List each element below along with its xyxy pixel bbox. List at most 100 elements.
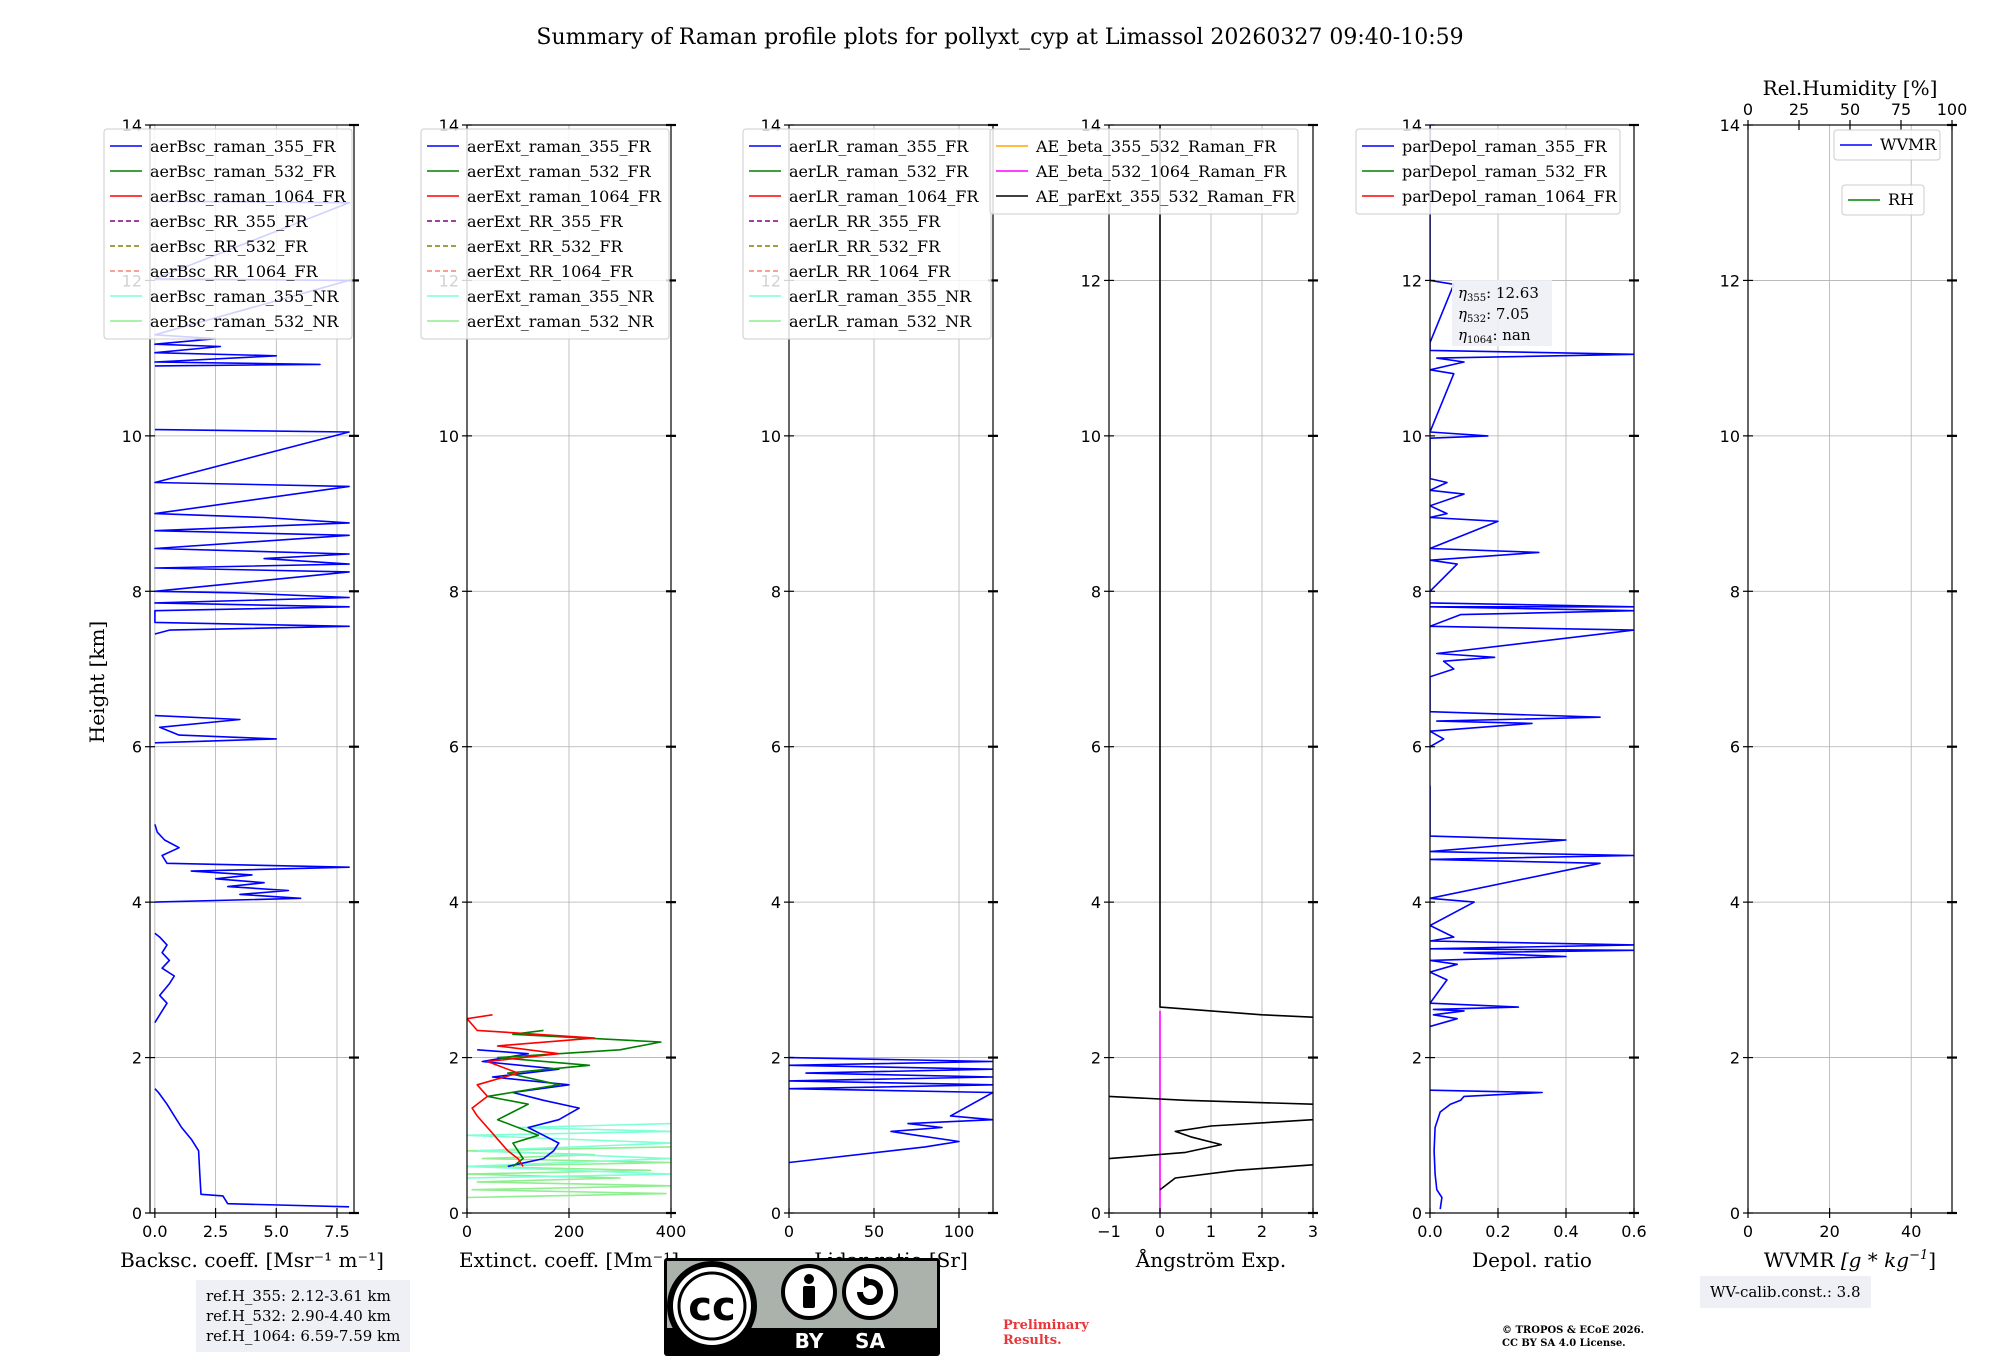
x-tick-label: 0.2 — [1485, 1222, 1510, 1241]
x-axis-label: Ångström Exp. — [1135, 1247, 1286, 1272]
x-tick-label: 0.0 — [142, 1222, 167, 1241]
series-line-aerExt_raman_1064_FR — [467, 1014, 596, 1167]
y-tick-label: 4 — [1730, 893, 1740, 912]
x-tick-label: 0 — [1743, 1222, 1753, 1241]
series-line-AE_parExt_355_532_Raman_FR — [1159, 125, 1313, 1018]
copyright-line-2: CC BY SA 4.0 License. — [1502, 1338, 1626, 1349]
x-axis-label: Extinct. coeff. [Mm⁻¹] — [459, 1248, 679, 1272]
legend-label: aerLR_raman_532_NR — [789, 312, 972, 331]
legend-label: aerBsc_raman_1064_FR — [150, 187, 347, 206]
series-line-aerBsc_raman_355_FR — [154, 714, 278, 744]
eta-annotation-line: η1064: nan — [1458, 326, 1531, 346]
y-tick-label: 12 — [1720, 271, 1740, 290]
y-tick-label: 6 — [771, 738, 781, 757]
top-x-tick-label: 100 — [1937, 100, 1968, 119]
legend-label: aerBsc_RR_1064_FR — [150, 262, 319, 281]
legend-label: AE_beta_355_532_Raman_FR — [1035, 137, 1277, 156]
x-tick-label: 1 — [1206, 1222, 1216, 1241]
series-line-aerBsc_raman_355_FR — [154, 824, 350, 903]
x-axis-label: Depol. ratio — [1472, 1248, 1592, 1272]
y-tick-label: 6 — [1091, 738, 1101, 757]
panel-ext: 024681012140200400Extinct. coeff. [Mm⁻¹]… — [420, 116, 686, 1272]
y-tick-label: 4 — [132, 893, 142, 912]
y-tick-label: 10 — [761, 427, 781, 446]
y-tick-label: 8 — [1730, 582, 1740, 601]
y-tick-label: 12 — [1402, 271, 1422, 290]
ref-height-355: ref.H_355: 2.12-3.61 km — [206, 1287, 391, 1305]
preliminary-line-1: Preliminary — [1003, 1318, 1089, 1333]
legend-label: aerBsc_RR_355_FR — [150, 212, 308, 231]
legend-label: RH — [1888, 190, 1914, 209]
series-line-parDepol_raman_355_FR — [1430, 1089, 1543, 1210]
y-tick-label: 8 — [1091, 582, 1101, 601]
series-line-parDepol_raman_355_FR — [1430, 602, 1634, 748]
series-line-aerBsc_raman_355_FR — [154, 428, 350, 635]
y-tick-label: 8 — [132, 582, 142, 601]
x-tick-label: 7.5 — [324, 1222, 349, 1241]
axes-frame — [149, 124, 355, 1214]
series-line-parDepol_raman_355_FR — [1430, 125, 1634, 592]
series-group-ext — [467, 1014, 671, 1199]
x-tick-label: 0.4 — [1553, 1222, 1578, 1241]
series-line-aerLR_raman_355_FR — [789, 1056, 993, 1164]
y-tick-label: 2 — [449, 1049, 459, 1068]
eta-annotation-box — [1452, 280, 1552, 346]
y-tick-label: 0 — [1730, 1204, 1740, 1223]
y-tick-label: 10 — [439, 427, 459, 446]
legend-label: aerLR_RR_1064_FR — [789, 262, 951, 281]
series-line-AE_parExt_355_532_Raman_FR — [1109, 1118, 1313, 1160]
figure-title: Summary of Raman profile plots for polly… — [536, 25, 1463, 50]
top-x-tick-label: 50 — [1840, 100, 1860, 119]
series-group-depol — [1430, 125, 1634, 1210]
ref-height-1064: ref.H_1064: 6.59-7.59 km — [206, 1327, 401, 1345]
y-tick-label: 2 — [1730, 1049, 1740, 1068]
x-tick-label: 20 — [1819, 1222, 1839, 1241]
x-tick-label: 0 — [462, 1222, 472, 1241]
y-tick-label: 8 — [449, 582, 459, 601]
x-tick-label: 5.0 — [264, 1222, 289, 1241]
ref-height-532: ref.H_532: 2.90-4.40 km — [206, 1307, 391, 1325]
series-line-parDepol_raman_355_FR — [1430, 785, 1634, 1028]
legend-label: aerBsc_raman_532_NR — [150, 312, 339, 331]
y-tick-label: 10 — [1081, 427, 1101, 446]
cc-logo-text: cc — [688, 1284, 735, 1330]
series-line-aerExt_raman_355_FR — [477, 1049, 581, 1168]
y-tick-label: 4 — [1091, 893, 1101, 912]
x-tick-label: 100 — [944, 1222, 975, 1241]
series-line-AE_parExt_355_532_Raman_FR — [1109, 1095, 1313, 1105]
preliminary-results-note: Preliminary Results. — [1003, 1318, 1089, 1348]
legend-label: aerExt_RR_1064_FR — [467, 262, 634, 281]
y-tick-label: 4 — [1412, 893, 1422, 912]
y-tick-label: 6 — [132, 738, 142, 757]
x-tick-label: 40 — [1901, 1222, 1921, 1241]
legend-label: aerLR_raman_1064_FR — [789, 187, 979, 206]
x-tick-label: −1 — [1097, 1222, 1121, 1241]
share-alike-icon — [842, 1264, 898, 1320]
y-tick-label: 0 — [1091, 1204, 1101, 1223]
legend-box — [420, 128, 670, 340]
series-group-ae — [1109, 125, 1313, 1213]
legend-label: aerExt_raman_532_NR — [467, 312, 655, 331]
y-tick-label: 2 — [132, 1049, 142, 1068]
legend-box — [103, 128, 353, 340]
top-x-tick-label: 25 — [1789, 100, 1809, 119]
y-tick-label: 10 — [1402, 427, 1422, 446]
y-tick-label: 10 — [122, 427, 142, 446]
legend-label: aerExt_RR_355_FR — [467, 212, 624, 231]
y-tick-label: 8 — [1412, 582, 1422, 601]
series-group-bsc — [154, 200, 350, 1208]
axes-frame — [1429, 124, 1635, 1214]
x-tick-label: 3 — [1308, 1222, 1318, 1241]
wv-calibration-box: WV-calib.const.: 3.8 — [1700, 1276, 1871, 1308]
legend-label: aerLR_RR_355_FR — [789, 212, 941, 231]
series-line-AE_parExt_355_532_Raman_FR — [1159, 1164, 1313, 1191]
legend-label: aerBsc_raman_355_FR — [150, 137, 336, 156]
series-line-aerBsc_raman_355_FR — [154, 1088, 350, 1208]
panel-lr: 02468101214050100Lidar ratio [Sr]aerLR_r… — [742, 116, 998, 1272]
y-tick-label: 10 — [1720, 427, 1740, 446]
y-tick-label: 6 — [1412, 738, 1422, 757]
